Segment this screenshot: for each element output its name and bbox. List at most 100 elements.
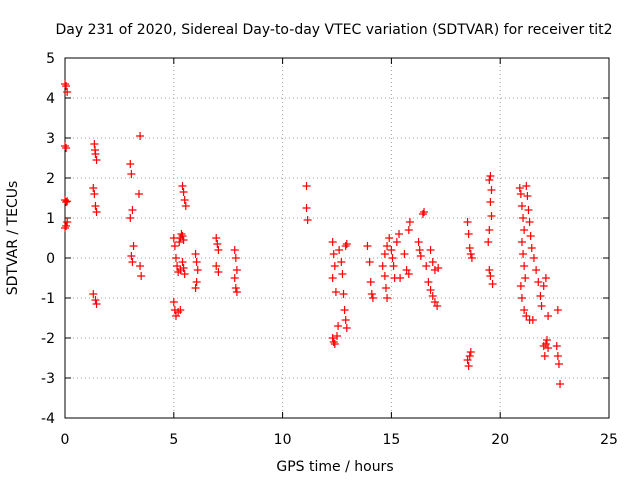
data-point: [341, 242, 350, 250]
data-point: [532, 266, 541, 274]
data-point: [213, 240, 222, 248]
data-point: [524, 206, 533, 214]
data-point: [466, 348, 475, 356]
data-point: [387, 246, 396, 254]
plot-frame: [64, 57, 610, 419]
data-point: [433, 302, 442, 310]
data-point: [61, 196, 69, 204]
data-point: [487, 186, 496, 194]
data-point: [519, 214, 528, 222]
data-point: [536, 292, 545, 300]
data-point: [330, 262, 339, 270]
data-point: [467, 254, 476, 262]
data-point: [414, 238, 423, 246]
data-point: [231, 284, 240, 292]
x-tick-label: 20: [491, 432, 509, 448]
data-point: [232, 288, 241, 296]
data-point: [92, 156, 101, 164]
data-point: [181, 202, 190, 210]
data-point: [519, 250, 528, 258]
data-point: [426, 286, 435, 294]
data-point: [178, 182, 187, 190]
data-point: [378, 262, 387, 270]
data-point: [526, 232, 535, 240]
data-point: [428, 292, 437, 300]
data-point: [529, 254, 538, 262]
data-point: [126, 160, 135, 168]
data-point: [128, 206, 137, 214]
data-point: [328, 238, 337, 246]
data-point: [465, 244, 474, 252]
data-point: [180, 270, 189, 278]
data-point: [521, 274, 530, 282]
data-point: [129, 242, 138, 250]
data-point: [430, 298, 439, 306]
data-point: [426, 246, 435, 254]
data-point: [333, 332, 341, 340]
y-tick-label: 5: [46, 51, 55, 67]
data-point: [90, 190, 99, 198]
data-point: [464, 230, 473, 238]
data-point: [177, 230, 186, 238]
data-point: [415, 246, 424, 254]
data-point: [230, 274, 239, 282]
data-point: [302, 182, 311, 190]
data-point: [136, 262, 145, 270]
data-point: [466, 250, 475, 258]
data-point: [488, 280, 497, 288]
y-tick-label: 2: [46, 171, 55, 187]
data-point: [395, 230, 404, 238]
data-point: [516, 282, 525, 290]
data-point: [91, 296, 100, 304]
data-point: [90, 140, 99, 148]
data-point: [89, 290, 98, 298]
data-point: [402, 266, 411, 274]
data-point: [230, 246, 239, 254]
data-point: [63, 88, 72, 96]
y-tick-label: -4: [41, 411, 55, 427]
data-point: [368, 294, 377, 302]
data-point: [92, 208, 101, 216]
data-point: [61, 224, 69, 232]
data-point: [302, 204, 311, 212]
data-point: [303, 216, 312, 224]
data-point: [534, 278, 543, 286]
data-point: [515, 184, 524, 192]
data-point: [170, 242, 179, 250]
data-point: [340, 306, 349, 314]
data-point: [338, 270, 347, 278]
data-point: [341, 316, 350, 324]
data-point: [553, 306, 562, 314]
data-point: [366, 278, 375, 286]
data-point: [330, 340, 339, 348]
x-tick-label: 25: [600, 432, 618, 448]
data-point: [418, 210, 427, 218]
data-point: [520, 262, 529, 270]
data-point: [388, 254, 397, 262]
data-point: [363, 242, 372, 250]
data-point: [61, 142, 69, 150]
data-point: [169, 298, 178, 306]
data-point: [365, 258, 374, 266]
data-point: [214, 246, 223, 254]
data-point: [62, 144, 71, 152]
data-point: [486, 198, 495, 206]
data-point: [62, 82, 71, 90]
y-tick-label: -2: [41, 331, 55, 347]
data-point: [380, 272, 389, 280]
data-point: [553, 352, 562, 360]
y-tick-label: -3: [41, 371, 55, 387]
data-point: [176, 306, 185, 314]
data-point: [179, 188, 188, 196]
data-point: [517, 294, 526, 302]
data-point: [517, 202, 526, 210]
data-point: [485, 226, 494, 234]
data-point: [63, 218, 72, 226]
data-point: [556, 380, 565, 388]
data-point: [422, 262, 431, 270]
data-point: [212, 262, 221, 270]
data-point: [389, 262, 398, 270]
data-point: [328, 274, 337, 282]
data-point: [424, 278, 433, 286]
